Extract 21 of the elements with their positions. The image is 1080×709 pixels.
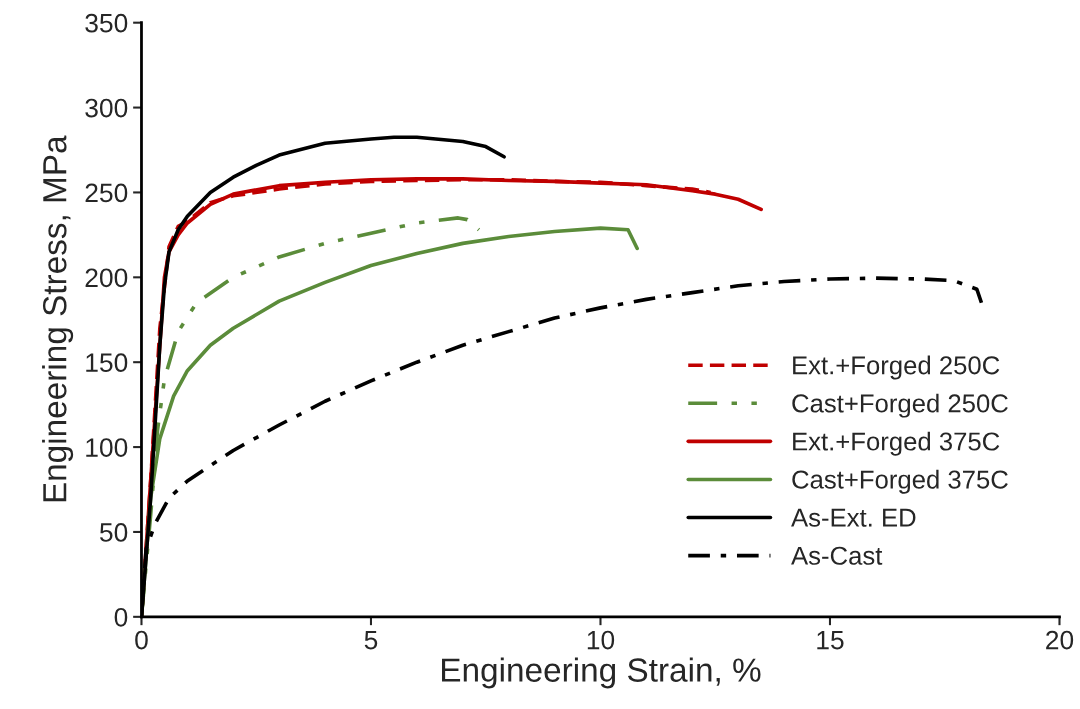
y-tick-label: 100: [86, 438, 128, 457]
y-tick-label: 0: [114, 607, 128, 627]
y-tick-label: 350: [85, 13, 128, 33]
legend-label: As-Ext. ED: [791, 508, 916, 527]
x-tick-label: 15: [817, 630, 844, 650]
y-tick-label: 50: [99, 523, 128, 542]
legend-label: Cast+Forged 375C: [792, 469, 1008, 494]
legend-label: Cast+Forged 250C: [792, 393, 1008, 418]
legend-label: Ext.+Forged 250C: [793, 355, 1000, 380]
x-axis-title: Engineering Strain, %: [442, 657, 761, 689]
legend-label: As-Cast: [791, 546, 883, 565]
x-tick-label: 0: [135, 630, 148, 650]
y-tick-label: 300: [85, 98, 128, 118]
y-tick-label: 250: [85, 183, 128, 203]
y-tick-label: 150: [86, 353, 128, 373]
y-tick-label: 200: [85, 268, 128, 288]
x-tick-label: 10: [587, 630, 615, 650]
legend-label: Ext.+Forged 375C: [793, 431, 1000, 456]
y-axis-title: Engineering Stress, MPa: [42, 135, 74, 502]
x-tick-label: 20: [1046, 630, 1074, 650]
x-tick-label: 5: [364, 630, 378, 650]
